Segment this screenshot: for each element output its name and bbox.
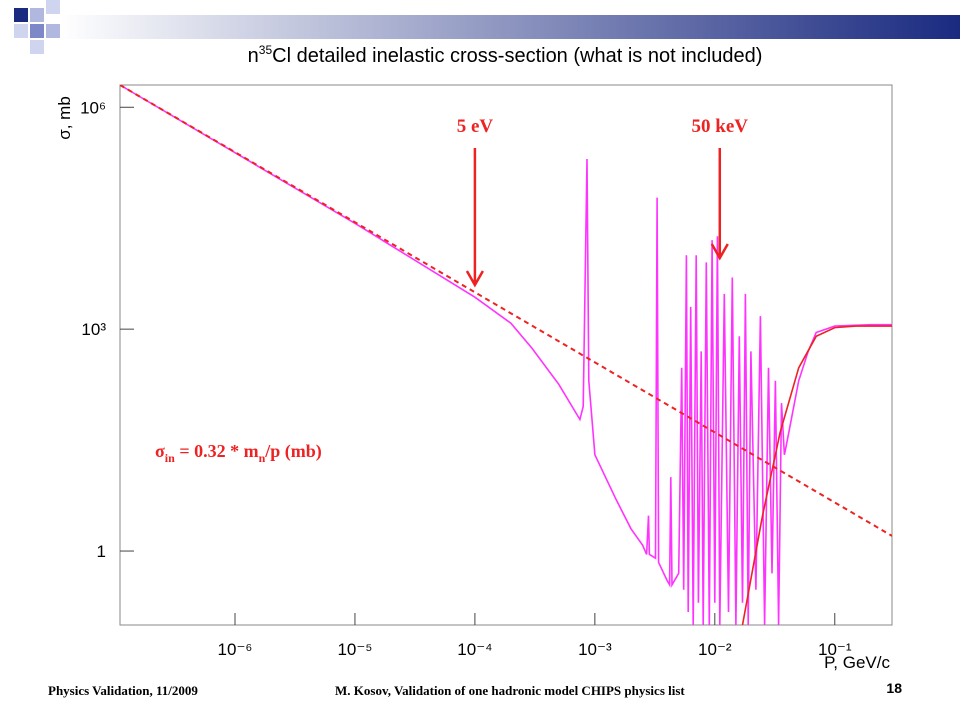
x-tick-label: 10⁻³ (578, 640, 612, 659)
plot-lines (120, 85, 892, 625)
x-tick-label: 10⁻⁶ (218, 640, 253, 659)
annotation-arrow (710, 148, 729, 261)
footer-left: Physics Validation, 11/2009 (48, 683, 198, 698)
x-tick-label: 10⁻¹ (818, 640, 852, 659)
header-squares (14, 0, 60, 54)
annotation: 50 keV (692, 116, 749, 137)
page-number: 18 (886, 680, 902, 696)
annotation-arrow (465, 148, 484, 288)
y-tick-label: 10⁶ (80, 98, 106, 117)
data-line (741, 325, 892, 625)
data-line (120, 85, 892, 625)
plot-frame (119, 84, 893, 626)
annotation: 5 eV (457, 116, 494, 137)
header-bar (60, 15, 960, 39)
footer-center: M. Kosov, Validation of one hadronic mod… (335, 683, 685, 698)
y-axis-label: σ, mb (55, 96, 74, 140)
title: n35Cl detailed inelastic cross-section (… (248, 43, 763, 67)
y-tick-label: 1 (97, 542, 106, 561)
x-tick-label: 10⁻² (698, 640, 732, 659)
x-axis-label: P, GeV/c (824, 653, 890, 672)
formula: σin = 0.32 * mn/p (mb) (155, 441, 322, 465)
x-tick-label: 10⁻⁴ (457, 640, 492, 659)
x-tick-label: 10⁻⁵ (337, 640, 372, 659)
y-tick-label: 10³ (81, 320, 106, 339)
